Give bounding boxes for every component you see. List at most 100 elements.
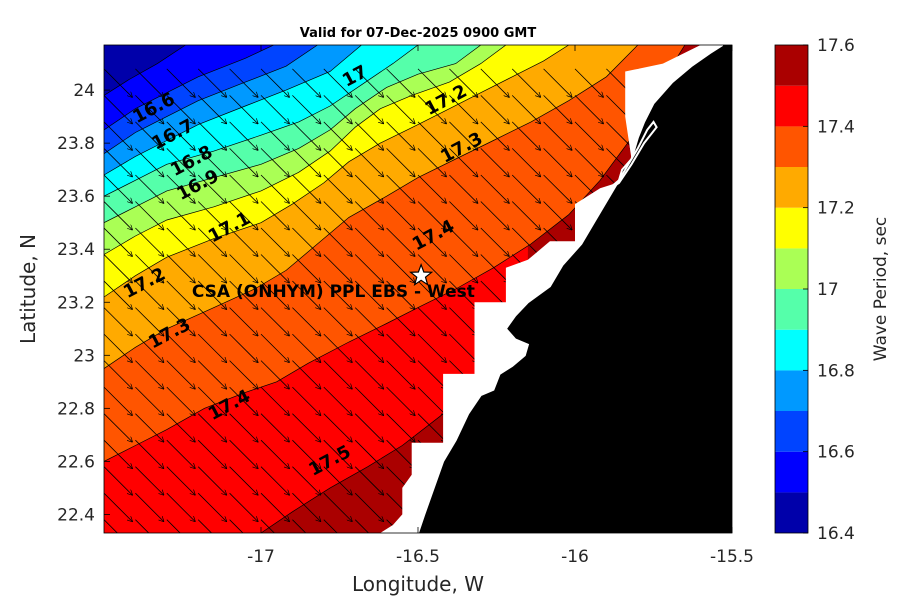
wave-vector: [292, 254, 320, 283]
wave-vector: [135, 254, 163, 283]
wave-vector: [260, 519, 275, 533]
wave-vector: [386, 254, 415, 283]
wave-vector: [354, 68, 383, 97]
wave-vector: [323, 519, 338, 533]
wave-vector: [386, 360, 415, 389]
wave-vector: [197, 121, 226, 150]
colorbar-segment: [775, 492, 808, 533]
wave-vector: [260, 201, 289, 230]
wave-vector: [104, 95, 132, 123]
wave-vector: [166, 121, 195, 150]
wave-vector: [323, 95, 352, 123]
wave-vector: [104, 148, 132, 176]
wave-vector: [323, 148, 352, 176]
wave-vector: [104, 360, 132, 389]
contour-line-16.9: [104, 45, 419, 197]
wave-vector: [292, 148, 320, 176]
wave-vector: [229, 492, 258, 521]
colorbar-segment: [775, 167, 808, 208]
wave-vector: [354, 121, 383, 150]
x-tick-label: -16.5: [396, 547, 440, 567]
wave-vector: [135, 174, 163, 203]
chart-title: Valid for 07-Dec-2025 0900 GMT: [300, 26, 537, 41]
contour-line-17.2: [104, 45, 569, 298]
wave-vector: [260, 413, 289, 442]
wave-vector: [260, 68, 289, 97]
colorbar-tick-label: 16.8: [817, 361, 855, 381]
wave-vector: [135, 466, 163, 495]
wave-vector: [386, 201, 415, 230]
wave-vector: [480, 95, 509, 123]
wave-vector: [574, 148, 603, 176]
wave-vector: [292, 227, 320, 256]
wave-vector: [229, 333, 258, 362]
wave-vector: [104, 280, 132, 309]
colorbar-segment: [775, 451, 808, 493]
colorbar-segment: [775, 207, 808, 249]
wave-vector: [292, 333, 320, 362]
wave-vector: [354, 95, 383, 123]
wave-vector: [386, 333, 415, 362]
wave-vector: [292, 386, 320, 415]
wave-vector: [386, 307, 415, 336]
wave-vector: [260, 386, 289, 415]
wave-vector: [166, 307, 195, 336]
wave-vector: [449, 201, 477, 230]
y-tick-label: 24: [73, 81, 95, 101]
wave-vector: [386, 519, 401, 533]
wave-vector: [511, 174, 540, 203]
contour-line-17: [104, 45, 482, 224]
wave-vector: [323, 492, 352, 521]
wave-vector: [260, 466, 289, 495]
wave-vector: [386, 386, 415, 415]
wave-vector: [323, 360, 352, 389]
wave-vector: [197, 333, 226, 362]
wave-vector: [354, 174, 383, 203]
contour-line-16.5: [104, 45, 186, 96]
x-axis-ticks: -17 -16.5 -16 -15.5: [247, 45, 754, 567]
station-label: CSA (ONHYM) PPL EBS - West: [192, 282, 475, 302]
colorbar-tick-label: 17.6: [817, 36, 855, 56]
wave-vector: [197, 174, 226, 203]
colorbar-ticks: 16.4 16.6 16.8 17 17.2 17.4 17.6: [803, 36, 855, 544]
wave-vector: [292, 439, 320, 468]
wave-vector: [354, 519, 370, 533]
y-tick-label: 22.8: [57, 399, 95, 419]
coastal-inlet: [605, 120, 658, 192]
wave-vector: [135, 68, 163, 97]
y-axis-label: Latitude, N: [16, 234, 40, 344]
wave-vector: [260, 227, 289, 256]
colorbar-segment: [775, 370, 808, 411]
wave-vector: [354, 201, 383, 230]
colorbar-segment: [775, 411, 808, 452]
wave-vector: [260, 254, 289, 283]
wave-vector: [229, 466, 258, 495]
wave-vector: [480, 148, 509, 176]
wave-vector: [480, 201, 509, 230]
wave-vector: [135, 492, 163, 521]
wave-vector: [417, 307, 446, 336]
colorbar-segment: [775, 248, 808, 289]
wave-vector: [260, 307, 289, 336]
colorbar-label: Wave Period, sec: [871, 217, 891, 362]
wave-vector: [574, 95, 603, 123]
colorbar-tick-label: 16.4: [817, 524, 855, 544]
wave-vector: [480, 254, 509, 283]
wave-vector: [323, 201, 352, 230]
wave-vector: [417, 227, 446, 256]
wave-vector: [574, 121, 603, 150]
colorbar-segment: [775, 126, 808, 167]
wave-vector: [292, 466, 320, 495]
wave-vector: [386, 280, 415, 309]
wave-vector: [229, 174, 258, 203]
wave-vector: [543, 148, 572, 176]
wave-vector: [135, 386, 163, 415]
wave-vector: [292, 121, 320, 150]
wave-vector: [197, 307, 226, 336]
wave-vector: [166, 360, 195, 389]
wave-vector: [135, 148, 163, 176]
wave-vector: [135, 519, 150, 533]
wave-vector: [323, 121, 352, 150]
y-tick-label: 22.6: [57, 452, 95, 472]
wave-vector: [229, 413, 258, 442]
